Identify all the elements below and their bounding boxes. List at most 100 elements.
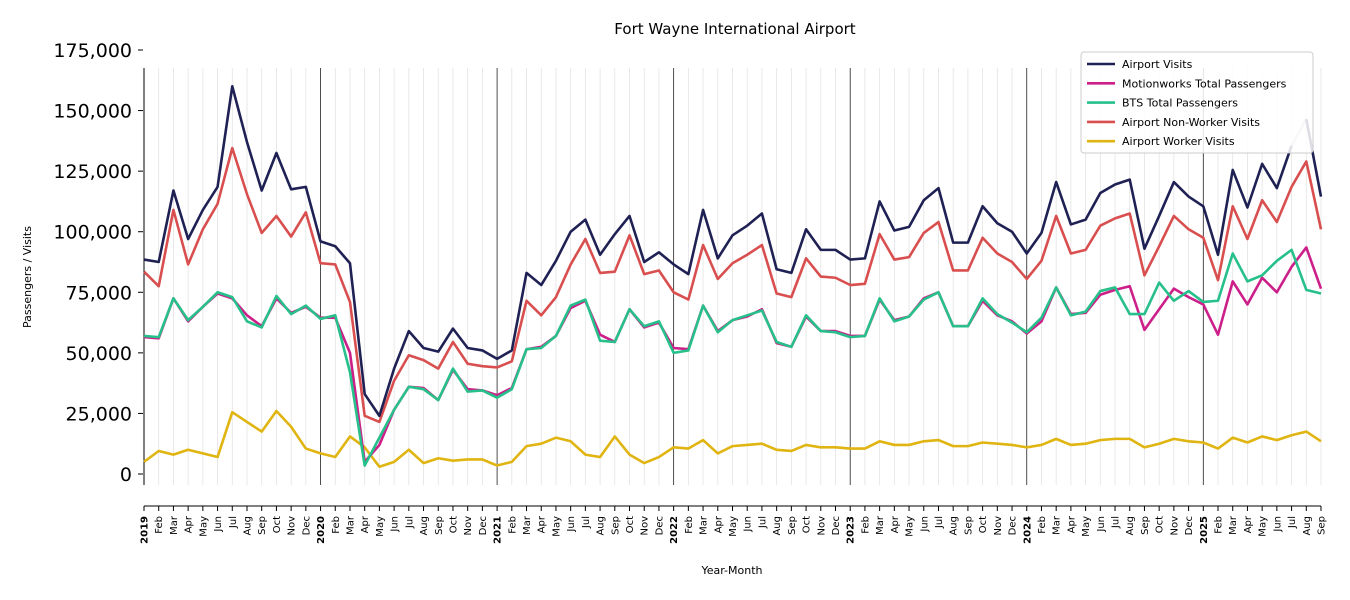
x-tick-month-label: May xyxy=(905,516,916,537)
x-tick-month-label: Aug xyxy=(949,516,960,536)
x-tick-month-label: Mar xyxy=(1228,515,1239,535)
x-tick-year-label: 2022 xyxy=(669,516,680,544)
x-tick-month-label: Apr xyxy=(890,515,901,533)
x-tick-month-label: Feb xyxy=(154,516,165,534)
x-tick-month-label: Oct xyxy=(802,516,813,533)
x-tick-month-label: Nov xyxy=(993,516,1004,536)
x-tick-month-label: Mar xyxy=(875,515,886,535)
series-line-airport-visits xyxy=(143,85,1293,418)
x-tick-month-label: May xyxy=(1081,516,1092,537)
x-tick-month-label: Apr xyxy=(184,515,195,533)
x-tick-month-label: Sep xyxy=(1140,516,1151,535)
x-tick-month-label: Jun xyxy=(213,516,224,533)
x-tick-month-label: Aug xyxy=(596,516,607,536)
x-tick-month-label: Sep xyxy=(1317,516,1328,535)
x-tick-month-label: Apr xyxy=(713,515,724,533)
x-tick-month-label: Jul xyxy=(1287,516,1298,529)
y-ticks: 0 25,000 50,000 75,000 100,000 125,000 150,000… xyxy=(53,40,143,486)
x-tick-month-label: Aug xyxy=(242,516,253,536)
x-tick-month-label: Feb xyxy=(1037,516,1048,534)
legend-entry: Airport Non-Worker Visits xyxy=(1122,116,1260,129)
x-tick-month-label: Feb xyxy=(1214,516,1225,534)
y-tick-label: 125,000 xyxy=(53,161,132,183)
x-tick-month-label: Oct xyxy=(272,516,283,533)
x-tick-month-label: Mar xyxy=(522,515,533,535)
chart-title: Fort Wayne International Airport xyxy=(614,20,855,38)
x-tick-month-label: Feb xyxy=(331,516,342,534)
x-tick-year-label: 2025 xyxy=(1199,516,1210,544)
y-tick-label: 50,000 xyxy=(66,343,132,365)
x-tick-month-label: May xyxy=(375,516,386,537)
x-tick-month-label: Aug xyxy=(1302,516,1313,536)
x-tick-month-label: Feb xyxy=(684,516,695,534)
x-tick-month-label: Apr xyxy=(537,515,548,533)
x-tick-month-label: Dec xyxy=(654,516,665,535)
y-tick-label: 75,000 xyxy=(66,282,132,304)
x-tick-month-label: Feb xyxy=(507,516,518,534)
x-tick-month-label: Jul xyxy=(228,516,239,529)
x-tick-year-label: 2024 xyxy=(1022,516,1033,544)
legend-entry: Airport Visits xyxy=(1122,58,1193,71)
x-tick-month-label: May xyxy=(198,516,209,537)
x-tick-month-label: May xyxy=(728,516,739,537)
series-line-airport-worker-visits xyxy=(143,409,1322,469)
y-tick-label: 100,000 xyxy=(53,222,132,244)
x-tick-month-label: Jun xyxy=(1096,516,1107,533)
y-tick-label: 175,000 xyxy=(53,40,132,62)
legend-entry: BTS Total Passengers xyxy=(1122,97,1238,110)
x-tick-month-label: Aug xyxy=(419,516,430,536)
y-tick-label: 150,000 xyxy=(53,101,132,123)
x-tick-month-label: May xyxy=(1258,516,1269,537)
x-tick-month-label: Mar xyxy=(345,515,356,535)
x-tick-month-label: Sep xyxy=(257,516,268,535)
x-tick-month-label: Apr xyxy=(360,515,371,533)
x-tick-month-label: Oct xyxy=(448,516,459,533)
x-tick-month-label: Sep xyxy=(787,516,798,535)
x-tick-month-label: Aug xyxy=(772,516,783,536)
y-tick-label: 0 xyxy=(120,464,132,486)
legend-entry: Airport Worker Visits xyxy=(1122,135,1235,148)
x-tick-month-label: Jun xyxy=(566,516,577,533)
x-tick-month-label: Jul xyxy=(934,516,945,529)
x-tick-month-label: Oct xyxy=(978,516,989,533)
x-tick-month-label: Oct xyxy=(625,516,636,533)
x-tick-month-label: May xyxy=(551,516,562,537)
legend-box xyxy=(1080,51,1314,154)
x-tick-month-label: Jul xyxy=(404,516,415,529)
x-tick-month-label: Nov xyxy=(640,516,651,536)
x-tick-month-label: Nov xyxy=(463,516,474,536)
x-tick-month-label: Dec xyxy=(831,516,842,535)
x-tick-month-label: Jul xyxy=(1111,516,1122,529)
x-tick-month-label: Feb xyxy=(860,516,871,534)
x-tick-year-label: 2023 xyxy=(846,516,857,544)
x-tick-month-label: Dec xyxy=(301,516,312,535)
x-tick-month-label: Aug xyxy=(1125,516,1136,536)
series-line-airport-non-worker-visits xyxy=(143,146,1323,424)
x-tick-month-label: Jun xyxy=(390,516,401,533)
x-tick-month-label: Mar xyxy=(169,515,180,535)
x-tick-month-label: Dec xyxy=(1184,516,1195,535)
x-tick-month-label: Nov xyxy=(1169,516,1180,536)
legend: Airport Visits Motionworks Total Passenge… xyxy=(1080,51,1314,154)
x-tick-month-label: Sep xyxy=(963,516,974,535)
x-tick-month-label: Jun xyxy=(1272,516,1283,533)
x-tick-month-label: Jun xyxy=(743,516,754,533)
x-tick-month-label: Apr xyxy=(1243,515,1254,533)
x-tick-month-label: Dec xyxy=(478,516,489,535)
series-lines xyxy=(143,85,1323,469)
x-tick-month-label: Jul xyxy=(581,516,592,529)
x-tick-year-label: 2021 xyxy=(493,516,504,544)
x-tick-month-label: Jun xyxy=(919,516,930,533)
legend-entry: Motionworks Total Passengers xyxy=(1122,77,1287,90)
x-axis-label: Year-Month xyxy=(700,564,762,577)
x-tick-month-label: Jul xyxy=(757,516,768,529)
x-tick-month-label: Mar xyxy=(1052,515,1063,535)
x-tick-month-label: Sep xyxy=(610,516,621,535)
x-tick-month-label: Nov xyxy=(816,516,827,536)
y-tick-label: 25,000 xyxy=(66,403,132,425)
x-tick-month-label: Oct xyxy=(1155,516,1166,533)
x-tick-month-label: Dec xyxy=(1008,516,1019,535)
x-ticks: 2019 Feb Mar Apr May Jun Jul Aug Sep Oct Nov Dec 202… xyxy=(140,506,1328,544)
x-tick-month-label: Mar xyxy=(699,515,710,535)
